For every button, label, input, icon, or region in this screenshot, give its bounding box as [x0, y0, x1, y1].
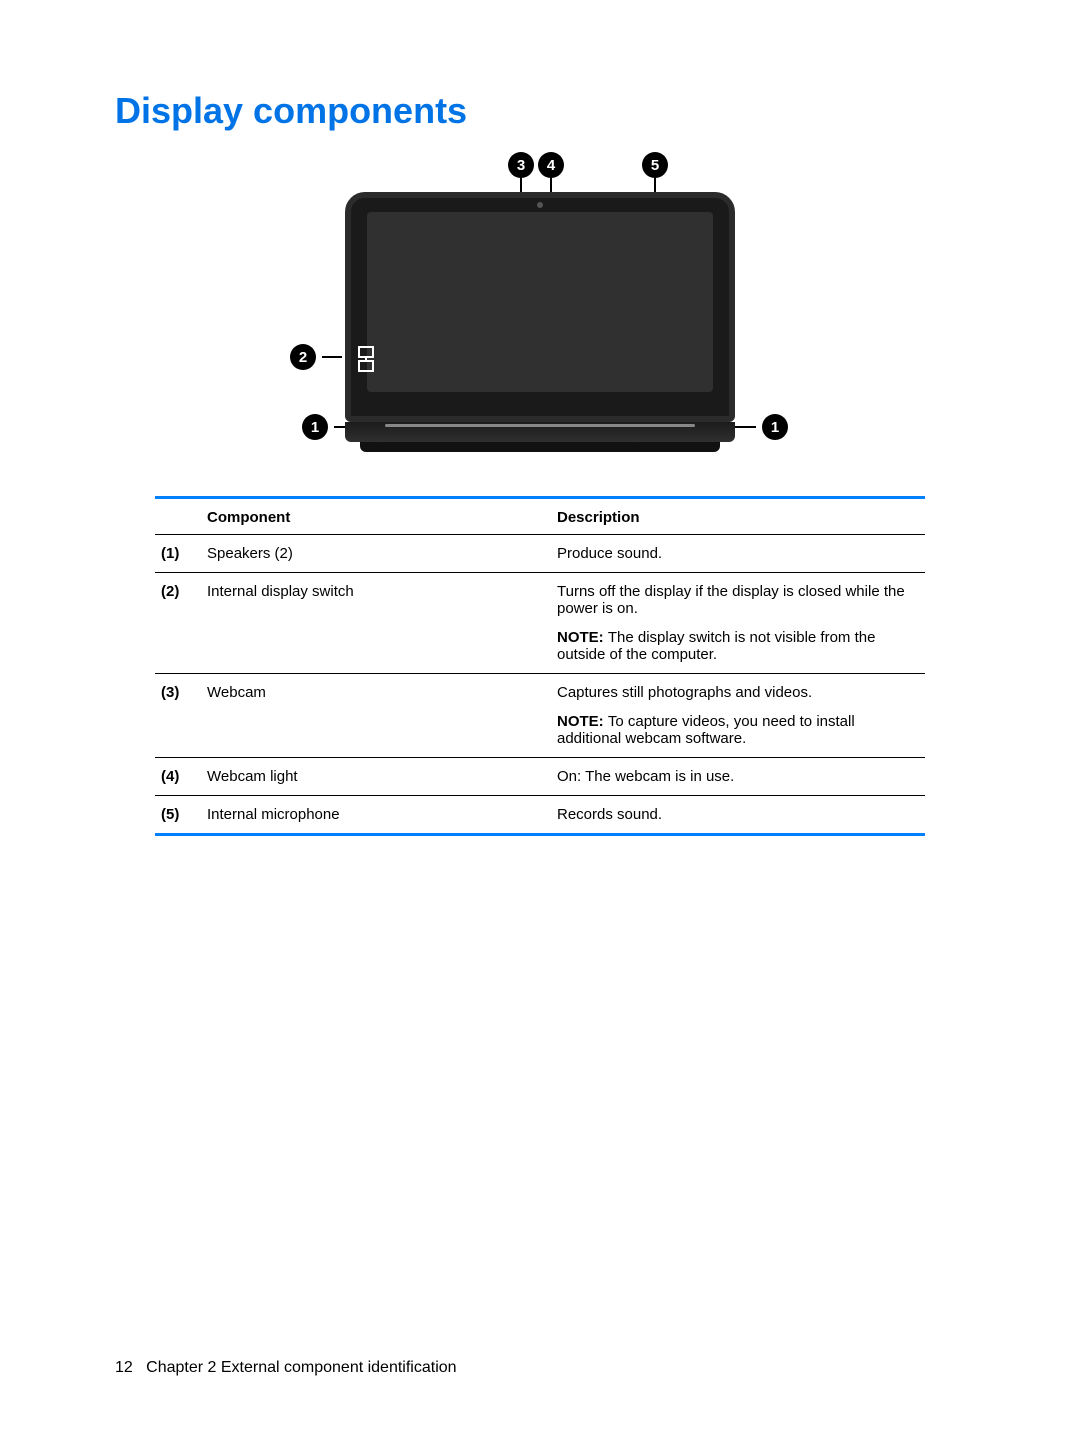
description-text: On: The webcam is in use. — [557, 768, 734, 785]
row-number: (4) — [155, 768, 207, 785]
description-block: Turns off the display if the display is … — [557, 583, 919, 617]
chapter-title: Chapter 2 External component identificat… — [146, 1359, 456, 1376]
table-row: (3)WebcamCaptures still photographs and … — [155, 674, 925, 758]
description-text: Captures still photographs and videos. — [557, 684, 812, 701]
laptop-hinge — [345, 422, 735, 442]
note-label: NOTE: — [557, 713, 608, 730]
table-row: (5)Internal microphoneRecords sound. — [155, 796, 925, 833]
callout-2-badge: 2 — [290, 344, 316, 370]
row-number: (3) — [155, 684, 207, 747]
description-block: Produce sound. — [557, 545, 919, 562]
callout-row-top: 3 4 5 — [290, 152, 790, 192]
table-bottom-rule — [155, 833, 925, 836]
description-block: NOTE: To capture videos, you need to ins… — [557, 713, 919, 747]
description-block: On: The webcam is in use. — [557, 768, 919, 785]
components-table: Component Description (1)Speakers (2)Pro… — [155, 496, 925, 836]
row-number: (1) — [155, 545, 207, 562]
row-component: Webcam light — [207, 768, 557, 785]
table-row: (1)Speakers (2)Produce sound. — [155, 535, 925, 573]
description-block: Captures still photographs and videos. — [557, 684, 919, 701]
callout-5-badge: 5 — [642, 152, 668, 178]
table-header-component: Component — [207, 509, 557, 526]
description-block: Records sound. — [557, 806, 919, 823]
laptop-illustration — [345, 192, 735, 452]
table-row: (2)Internal display switchTurns off the … — [155, 573, 925, 674]
callout-2-line — [322, 356, 342, 358]
table-header-row: Component Description — [155, 499, 925, 535]
callout-2-group: 2 — [290, 344, 342, 370]
row-number: (5) — [155, 806, 207, 823]
row-description: Captures still photographs and videos. NO… — [557, 684, 925, 747]
row-component: Internal microphone — [207, 806, 557, 823]
row-component: Webcam — [207, 684, 557, 747]
description-block: NOTE: The display switch is not visible … — [557, 629, 919, 663]
table-header-description: Description — [557, 509, 925, 526]
row-number: (2) — [155, 583, 207, 663]
laptop-lid — [345, 192, 735, 422]
callout-4-badge: 4 — [538, 152, 564, 178]
note-label: NOTE: — [557, 629, 608, 646]
display-switch-icon — [356, 345, 376, 373]
row-description: On: The webcam is in use. — [557, 768, 925, 785]
laptop-screen — [367, 212, 713, 392]
table-row: (4)Webcam lightOn: The webcam is in use. — [155, 758, 925, 796]
section-heading: Display components — [115, 90, 965, 132]
row-description: Produce sound. — [557, 545, 925, 562]
description-text: Turns off the display if the display is … — [557, 583, 905, 617]
callout-1-left-badge: 1 — [302, 414, 328, 440]
display-figure: 3 4 5 2 1 1 — [290, 152, 790, 472]
page-footer: 12 Chapter 2 External component identifi… — [115, 1359, 457, 1377]
description-text: Records sound. — [557, 806, 662, 823]
callout-1-right-badge: 1 — [762, 414, 788, 440]
row-description: Records sound. — [557, 806, 925, 823]
laptop-webcam-dot — [537, 202, 543, 208]
page-number: 12 — [115, 1359, 133, 1376]
row-description: Turns off the display if the display is … — [557, 583, 925, 663]
callout-3-badge: 3 — [508, 152, 534, 178]
row-component: Internal display switch — [207, 583, 557, 663]
laptop-bottom — [360, 442, 720, 452]
description-text: Produce sound. — [557, 545, 662, 562]
row-component: Speakers (2) — [207, 545, 557, 562]
